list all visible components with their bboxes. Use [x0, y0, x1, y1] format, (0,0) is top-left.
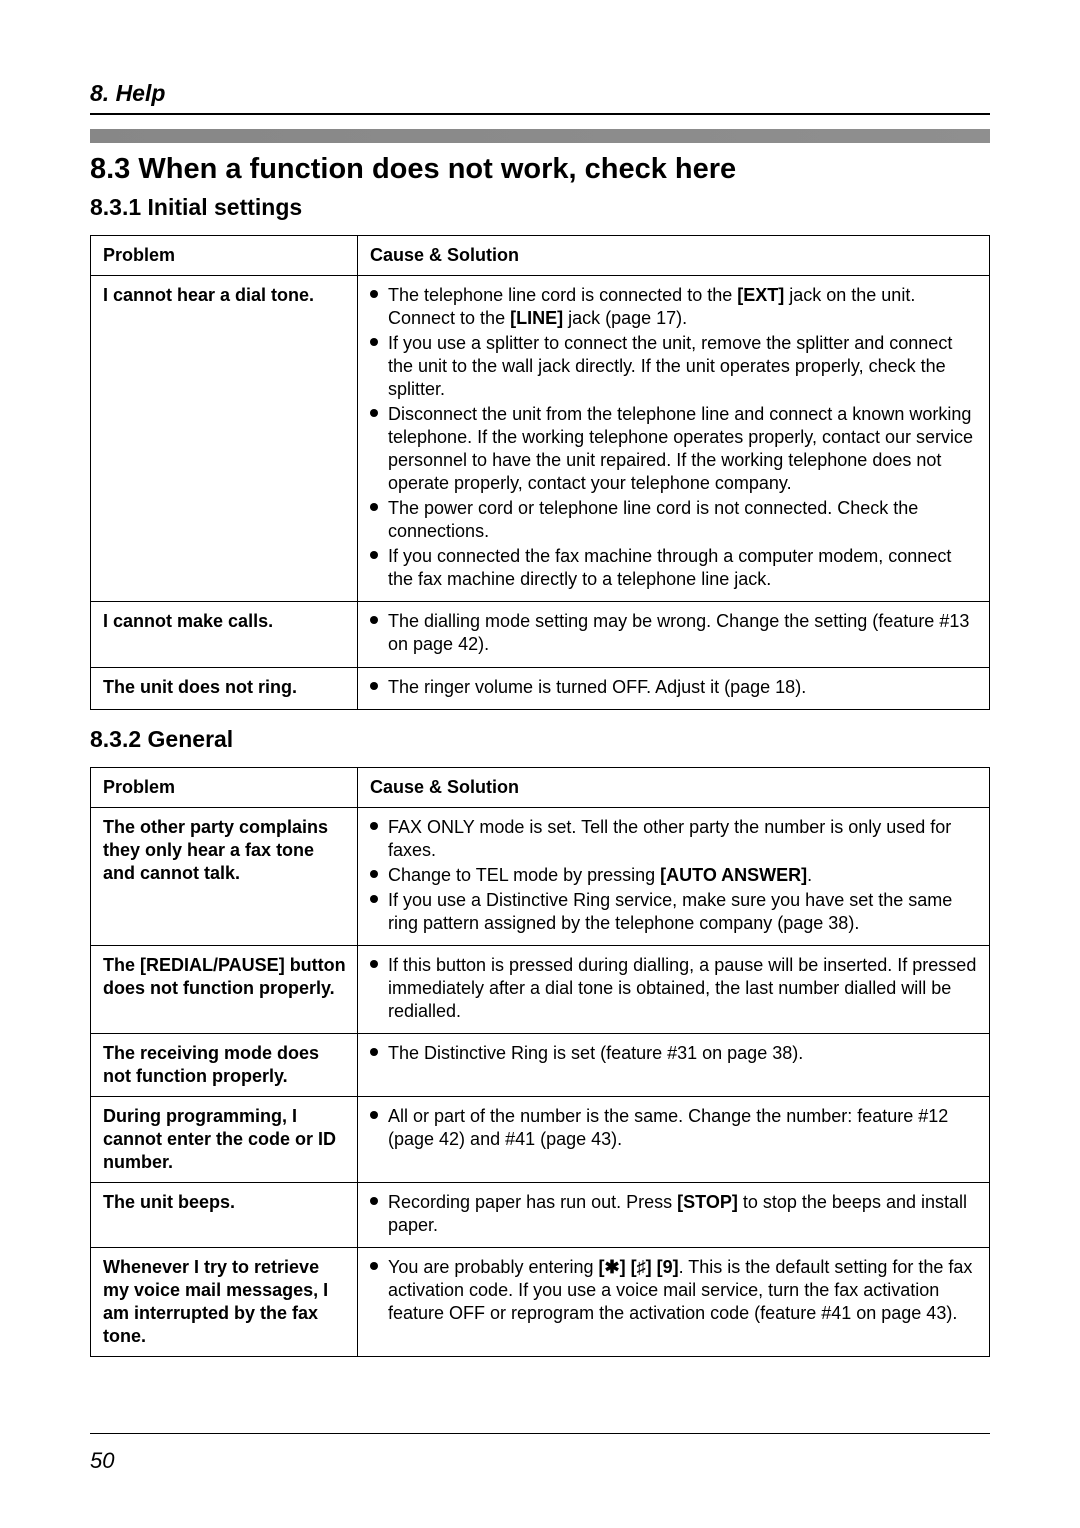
- td-cause: You are probably entering [✱] [♯] [9]. T…: [358, 1248, 990, 1357]
- td-cause: If this button is pressed during diallin…: [358, 945, 990, 1033]
- page: 8. Help 8.3 When a function does not wor…: [0, 0, 1080, 1528]
- td-cause: Recording paper has run out. Press [STOP…: [358, 1182, 990, 1247]
- list-item: Recording paper has run out. Press [STOP…: [370, 1191, 979, 1237]
- list-item: You are probably entering [✱] [♯] [9]. T…: [370, 1256, 979, 1325]
- list-item: If you use a splitter to connect the uni…: [370, 332, 979, 401]
- table-row: The [REDIAL/PAUSE] button does not funct…: [91, 945, 990, 1033]
- table-row: The other party complains they only hear…: [91, 807, 990, 945]
- list-item: If this button is pressed during diallin…: [370, 954, 979, 1023]
- td-problem: The other party complains they only hear…: [91, 807, 358, 945]
- subsection-title-general: 8.3.2 General: [90, 726, 990, 753]
- list-item: All or part of the number is the same. C…: [370, 1105, 979, 1151]
- table-row: I cannot hear a dial tone. The telephone…: [91, 276, 990, 602]
- rule-band: [90, 129, 990, 143]
- td-problem: The unit beeps.: [91, 1182, 358, 1247]
- table-header-row: Problem Cause & Solution: [91, 236, 990, 276]
- table-initial-settings: Problem Cause & Solution I cannot hear a…: [90, 235, 990, 710]
- table-row: I cannot make calls. The dialling mode s…: [91, 602, 990, 667]
- th-cause: Cause & Solution: [358, 767, 990, 807]
- list-item: The Distinctive Ring is set (feature #31…: [370, 1042, 979, 1065]
- td-problem: During programming, I cannot enter the c…: [91, 1096, 358, 1182]
- table-row: The unit does not ring. The ringer volum…: [91, 667, 990, 709]
- list-item: The telephone line cord is connected to …: [370, 284, 979, 330]
- chapter-header: 8. Help: [90, 80, 990, 107]
- rule-top: [90, 113, 990, 115]
- list-item: Disconnect the unit from the telephone l…: [370, 403, 979, 495]
- table-header-row: Problem Cause & Solution: [91, 767, 990, 807]
- td-problem: The unit does not ring.: [91, 667, 358, 709]
- th-cause: Cause & Solution: [358, 236, 990, 276]
- td-cause: The Distinctive Ring is set (feature #31…: [358, 1033, 990, 1096]
- list-item: The ringer volume is turned OFF. Adjust …: [370, 676, 979, 699]
- subsection-title-initial: 8.3.1 Initial settings: [90, 194, 990, 221]
- td-problem: I cannot hear a dial tone.: [91, 276, 358, 602]
- td-problem: The [REDIAL/PAUSE] button does not funct…: [91, 945, 358, 1033]
- td-cause: The telephone line cord is connected to …: [358, 276, 990, 602]
- td-problem: I cannot make calls.: [91, 602, 358, 667]
- rule-bottom: [90, 1433, 990, 1434]
- td-problem: The receiving mode does not function pro…: [91, 1033, 358, 1096]
- td-cause: The dialling mode setting may be wrong. …: [358, 602, 990, 667]
- td-cause: All or part of the number is the same. C…: [358, 1096, 990, 1182]
- td-cause: The ringer volume is turned OFF. Adjust …: [358, 667, 990, 709]
- list-item: Change to TEL mode by pressing [AUTO ANS…: [370, 864, 979, 887]
- list-item: If you connected the fax machine through…: [370, 545, 979, 591]
- td-cause: FAX ONLY mode is set. Tell the other par…: [358, 807, 990, 945]
- section-title: 8.3 When a function does not work, check…: [90, 153, 990, 186]
- table-row: The unit beeps. Recording paper has run …: [91, 1182, 990, 1247]
- table-row: The receiving mode does not function pro…: [91, 1033, 990, 1096]
- list-item: FAX ONLY mode is set. Tell the other par…: [370, 816, 979, 862]
- list-item: If you use a Distinctive Ring service, m…: [370, 889, 979, 935]
- td-problem: Whenever I try to retrieve my voice mail…: [91, 1248, 358, 1357]
- list-item: The dialling mode setting may be wrong. …: [370, 610, 979, 656]
- table-general: Problem Cause & Solution The other party…: [90, 767, 990, 1358]
- list-item: The power cord or telephone line cord is…: [370, 497, 979, 543]
- th-problem: Problem: [91, 236, 358, 276]
- page-number: 50: [90, 1448, 114, 1474]
- table-row: Whenever I try to retrieve my voice mail…: [91, 1248, 990, 1357]
- table-row: During programming, I cannot enter the c…: [91, 1096, 990, 1182]
- th-problem: Problem: [91, 767, 358, 807]
